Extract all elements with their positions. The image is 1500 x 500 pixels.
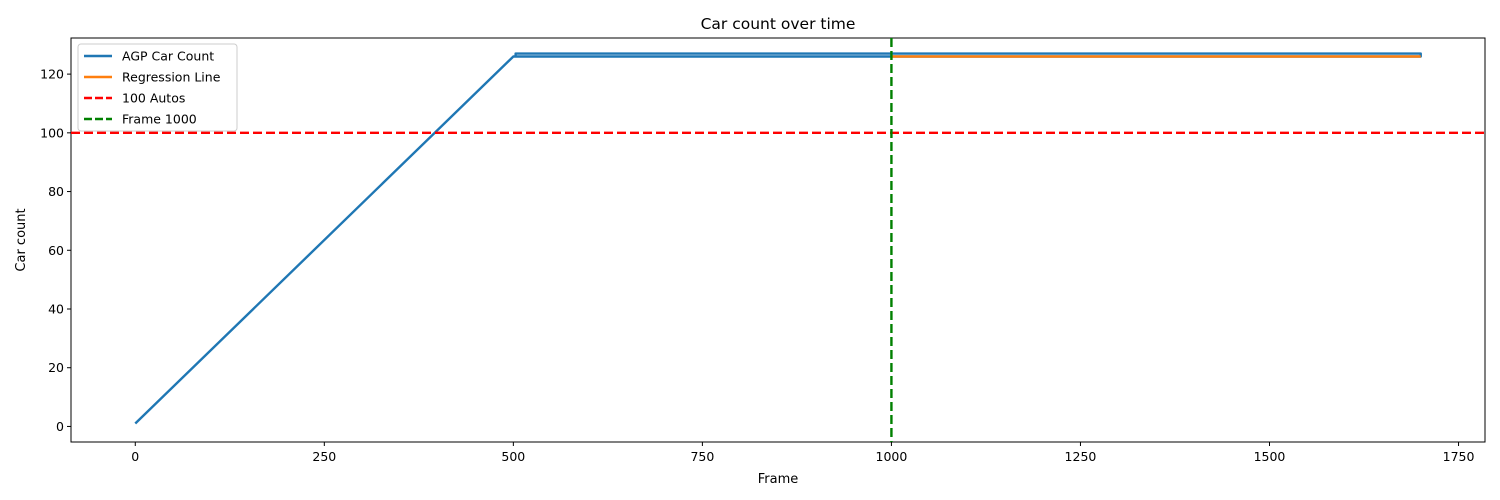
x-axis-title: Frame — [758, 472, 799, 487]
y-tick-label: 60 — [48, 243, 64, 258]
y-tick-label: 100 — [40, 125, 64, 140]
x-tick-label: 1500 — [1254, 449, 1286, 464]
x-axis: 0 250 500 750 1000 1250 1500 1750 — [131, 442, 1474, 464]
data-layer — [71, 38, 1485, 442]
legend: AGP Car Count Regression Line 100 Autos Fra… — [77, 43, 238, 132]
y-tick-label: 120 — [40, 67, 64, 82]
x-tick-label: 250 — [312, 449, 336, 464]
plot-area — [70, 37, 1486, 443]
y-axis-title: Car count — [14, 208, 29, 271]
x-tick-label: 500 — [501, 449, 525, 464]
y-tick-label: 20 — [48, 360, 64, 375]
chart-title: Car count over time — [701, 15, 856, 33]
legend-entry-label: Frame 1000 — [122, 112, 197, 127]
agp-car-count-series — [134, 52, 1422, 425]
legend-entry-label: 100 Autos — [122, 91, 185, 106]
x-tick-label: 0 — [131, 449, 139, 464]
y-tick-label: 0 — [56, 419, 64, 434]
legend-box — [77, 43, 238, 132]
x-tick-label: 750 — [690, 449, 714, 464]
y-tick-label: 80 — [48, 184, 64, 199]
legend-entry-label: AGP Car Count — [122, 49, 214, 64]
x-tick-label: 1250 — [1065, 449, 1097, 464]
y-tick-label: 40 — [48, 301, 64, 316]
legend-entry-label: Regression Line — [122, 70, 221, 85]
x-tick-label: 1000 — [876, 449, 908, 464]
y-axis: 0 20 40 60 80 100 120 — [40, 67, 71, 434]
x-tick-label: 1750 — [1443, 449, 1475, 464]
